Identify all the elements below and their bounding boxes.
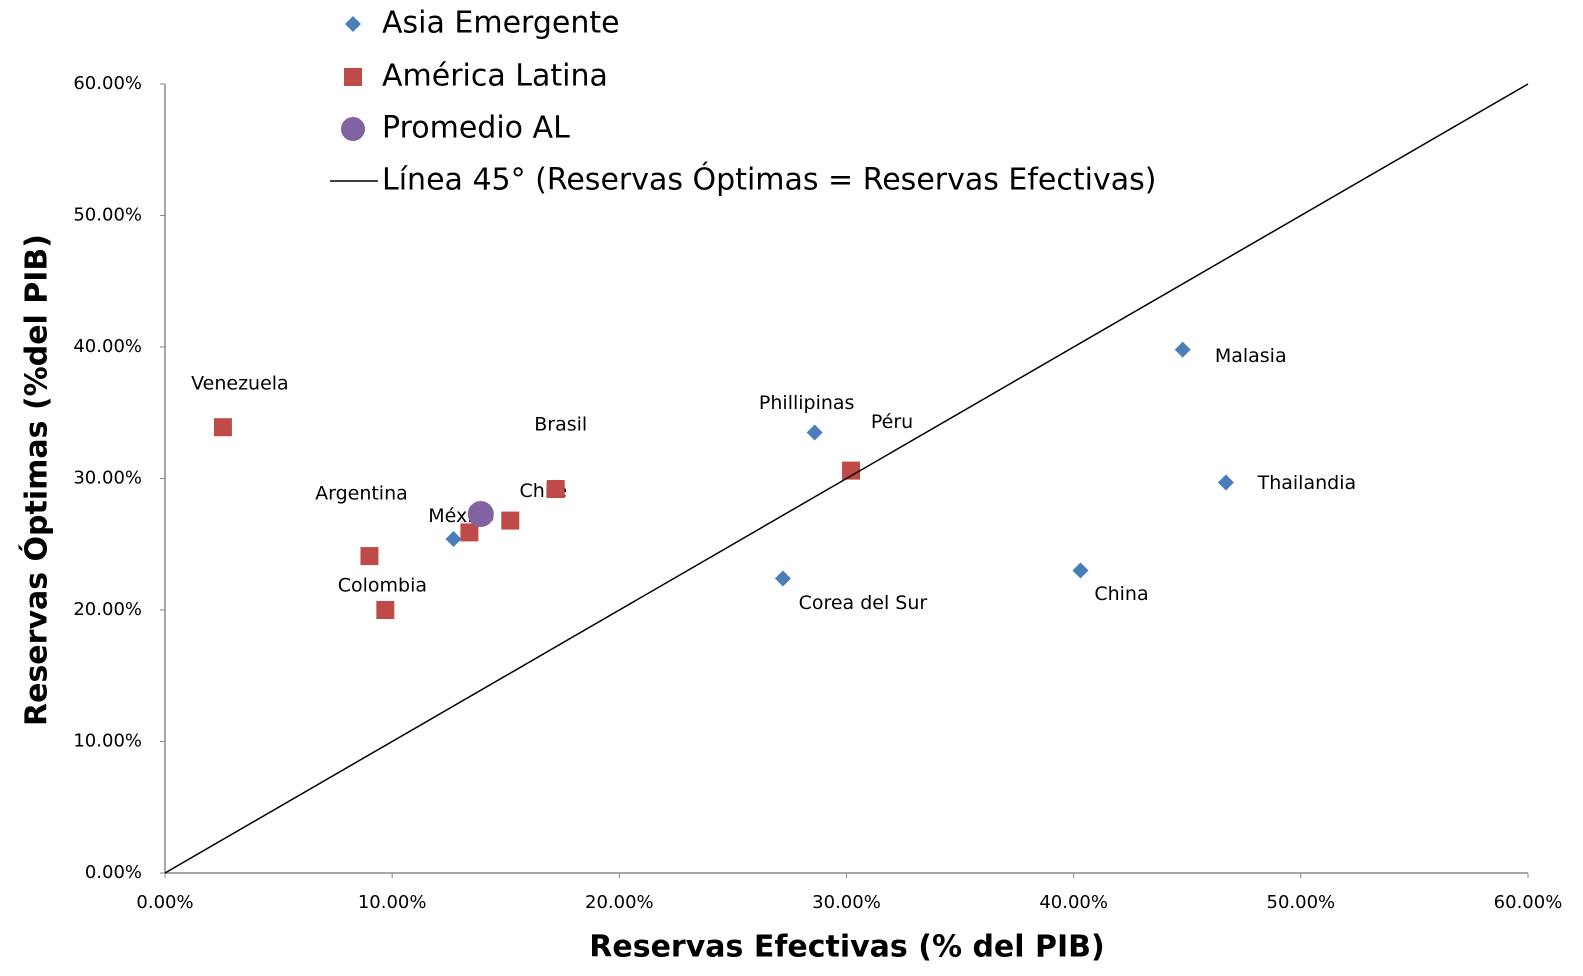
point: [842, 461, 861, 480]
point: [806, 424, 823, 441]
legend-label: Línea 45° (Reservas Óptimas = Reservas E…: [382, 161, 1156, 198]
x-tick-label: 10.00%: [358, 892, 427, 913]
legend-marker: [344, 68, 362, 86]
legend-marker: [345, 16, 361, 32]
x-tick-label: 0.00%: [136, 892, 193, 913]
point-label: China: [1094, 583, 1148, 605]
point: [774, 570, 791, 587]
legend-label: Asia Emergente: [382, 6, 620, 41]
y-tick-label: 20.00%: [73, 599, 142, 620]
y-tick-label: 60.00%: [73, 73, 142, 94]
legend-marker: [341, 117, 365, 141]
point-label: Corea del Sur: [799, 592, 928, 614]
point: [445, 530, 462, 547]
point: [460, 523, 479, 542]
point-label: Venezuela: [191, 373, 289, 395]
point: [376, 601, 395, 619]
y-tick-label: 30.00%: [73, 468, 142, 489]
x-tick-label: 20.00%: [585, 892, 654, 913]
y-tick-label: 0.00%: [85, 862, 142, 883]
point-label: Colombia: [338, 575, 427, 597]
point: [1174, 341, 1191, 358]
point-label: Argentina: [315, 483, 408, 505]
point: [501, 511, 520, 530]
point-label: Brasil: [534, 414, 587, 436]
y-axis-title: Reservas Óptimas (%del PIB): [18, 234, 55, 726]
x-tick-label: 30.00%: [812, 892, 881, 913]
point: [1072, 562, 1089, 579]
point: [360, 547, 379, 566]
y-tick-label: 40.00%: [73, 336, 142, 357]
point: [213, 418, 232, 437]
point-label: Péru: [871, 411, 913, 433]
x-tick-label: 50.00%: [1267, 892, 1336, 913]
point-label: Thailandia: [1257, 472, 1357, 494]
point-label: Malasia: [1215, 345, 1287, 367]
point: [467, 501, 494, 528]
point: [1217, 474, 1234, 491]
y-tick-label: 10.00%: [73, 731, 142, 752]
x-tick-label: 40.00%: [1039, 892, 1108, 913]
legend-label: Promedio AL: [382, 111, 570, 146]
reference-line: [164, 83, 1529, 874]
y-tick-label: 50.00%: [73, 205, 142, 226]
x-axis-title: Reservas Efectivas (% del PIB): [589, 930, 1104, 965]
x-tick-label: 60.00%: [1494, 892, 1563, 913]
point: [546, 480, 565, 499]
point-label: Phillipinas: [759, 392, 855, 414]
legend-label: América Latina: [382, 59, 608, 94]
